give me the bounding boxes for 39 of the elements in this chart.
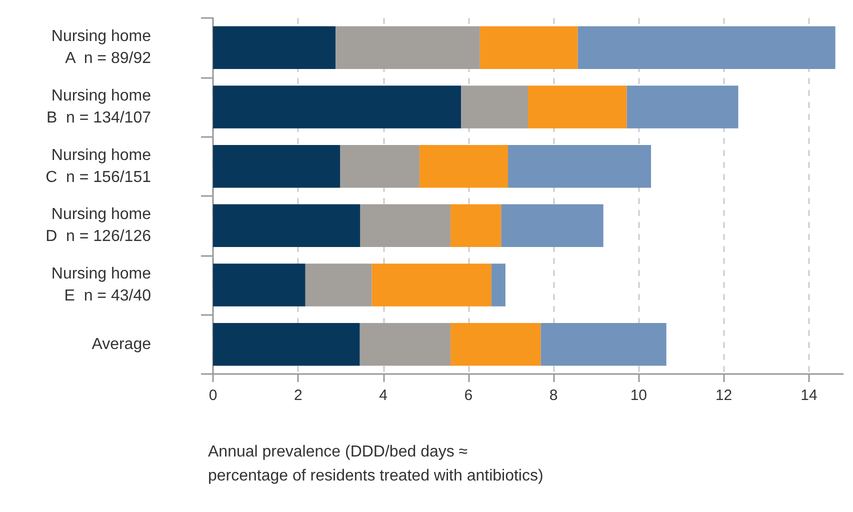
bar [480,26,578,70]
bar [213,144,340,188]
y-tick-label: Nursing home C n = 156/151 [46,146,152,186]
bar [340,144,420,188]
y-tick-label: Average [92,336,152,353]
bar [213,264,306,306]
bar [213,204,360,248]
bar [360,204,451,248]
bar [626,86,738,128]
bar [491,264,506,306]
bar [213,86,462,128]
bar [501,204,604,248]
bar [336,26,480,70]
x-tick-label: 0 [208,387,218,404]
x-tick-label: 4 [379,387,388,404]
bar [305,264,372,306]
bar [508,144,652,188]
y-tick-label: Nursing home D n = 126/126 [46,206,152,246]
y-tick-label: Nursing home E n = 43/40 [51,266,152,304]
bar [213,322,360,366]
x-tick-label: 10 [630,387,648,404]
y-tick-label: Nursing home B n = 134/107 [46,88,152,126]
x-tick-label: 12 [715,387,732,404]
bar [360,322,451,366]
y-tick-label: Nursing home A n = 89/92 [51,28,152,68]
bar [213,26,336,70]
x-tick-label: 14 [800,387,818,404]
bar [419,144,508,188]
bar [578,26,836,70]
bar [528,86,627,128]
x-tick-label: 2 [294,387,302,404]
bar [450,204,502,248]
bar [372,264,492,306]
x-tick-label: 6 [464,387,473,404]
bar [450,322,541,366]
x-tick-label: 8 [549,387,558,404]
bar [540,322,666,366]
x-axis-title: Annual prevalence (DDD/bed days ≈ percentage of residents treated with antibiotics) [208,444,544,484]
bar [461,86,528,128]
